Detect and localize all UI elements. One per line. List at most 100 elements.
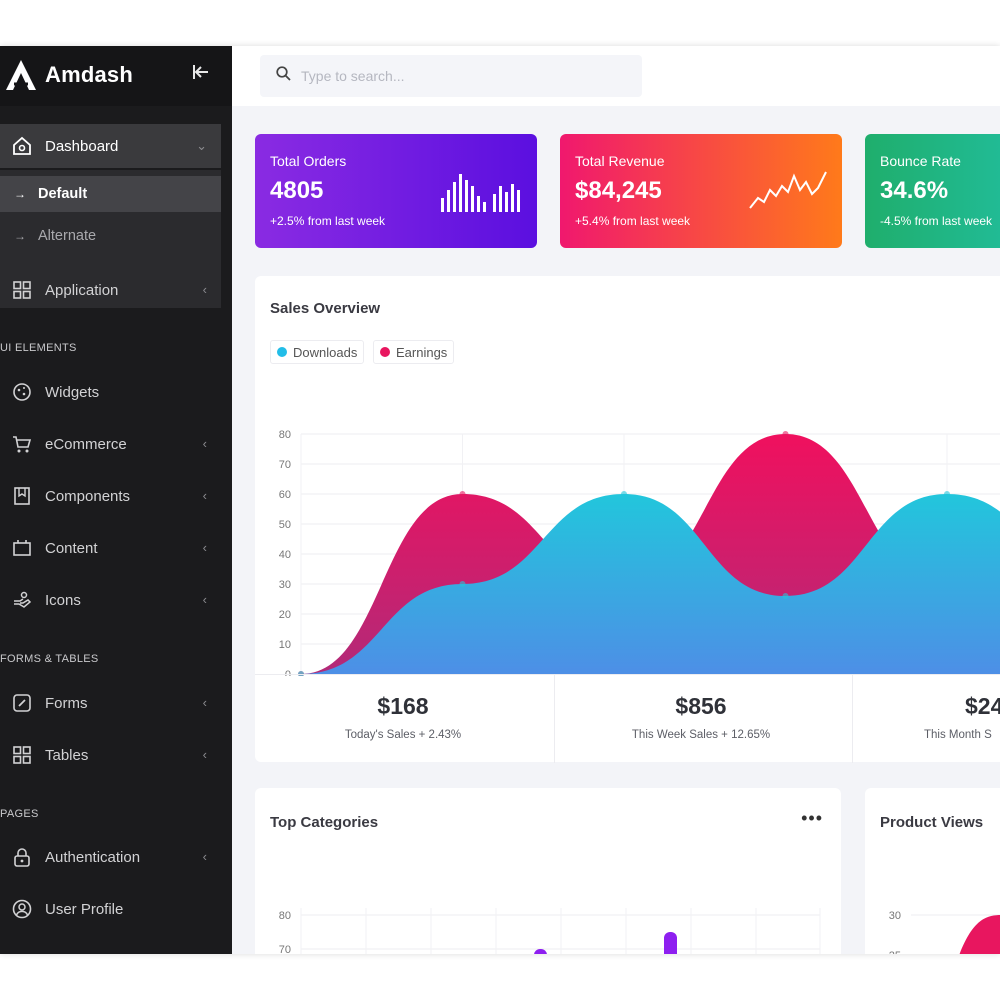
series-area-views — [959, 915, 1000, 954]
legend-dot — [380, 347, 390, 357]
sidebar-item-label: Forms — [45, 694, 88, 712]
stat-note: +5.4% from last week — [575, 214, 691, 228]
sidebar-item-widgets[interactable]: Widgets — [0, 370, 221, 414]
data-point-earnings — [782, 431, 789, 437]
section-label-pages: PAGES — [0, 808, 39, 820]
sidebar: Amdash Dashboard ⌄ → Default → Alternate — [0, 46, 232, 954]
sidebar-item-label: Components — [45, 487, 131, 505]
kpi-month-sales: $24 This Month S — [853, 675, 1000, 763]
top-bar — [232, 46, 1000, 106]
stat-card-total-orders: Total Orders 4805 +2.5% from last week — [255, 134, 537, 248]
sidebar-item-label: Application — [45, 281, 119, 299]
submenu-item-default[interactable]: → Default — [0, 176, 221, 212]
cart-icon — [0, 434, 45, 454]
edit-icon — [0, 693, 45, 713]
card-title: Product Views — [880, 814, 984, 831]
kpi-amount: $856 — [675, 693, 727, 719]
table-icon — [0, 745, 45, 765]
chevron-left-icon: ‹ — [202, 849, 207, 864]
y-tick-label: 30 — [889, 910, 901, 922]
legend-dot — [277, 347, 287, 357]
y-tick-label: 20 — [279, 609, 291, 621]
sparkline-bars-icon — [441, 174, 520, 212]
arrow-right-icon: → — [14, 187, 26, 201]
search-input[interactable] — [301, 68, 601, 84]
brand-name: Amdash — [45, 62, 133, 87]
stat-value: 34.6% — [880, 177, 949, 204]
chevron-left-icon: ‹ — [202, 540, 207, 555]
brand-bar: Amdash — [0, 46, 232, 106]
card-title: Top Categories — [270, 814, 379, 831]
content-icon — [0, 538, 45, 558]
sidebar-item-components[interactable]: Components ‹ — [0, 474, 221, 518]
stat-label: Total Revenue — [575, 153, 665, 169]
chevron-left-icon: ‹ — [202, 282, 207, 297]
chevron-left-icon: ‹ — [202, 436, 207, 451]
y-tick-label: 70 — [279, 944, 291, 954]
data-point-downloads — [944, 491, 950, 497]
data-point-downloads — [459, 581, 466, 587]
kpi-amount: $168 — [377, 693, 429, 719]
cookie-icon — [0, 382, 45, 402]
product-views-chart: 202530 — [889, 910, 1000, 954]
kpi-caption: This Week Sales + 12.65% — [631, 729, 771, 741]
a-logo-icon — [4, 58, 38, 97]
bar-purple — [534, 949, 547, 954]
stat-note: +2.5% from last week — [270, 214, 386, 228]
sidebar-item-label: Tables — [45, 746, 89, 764]
home-icon — [0, 136, 45, 156]
chevron-left-icon: ‹ — [202, 592, 207, 607]
chevron-down-icon: ⌄ — [196, 138, 207, 153]
user-icon — [0, 899, 45, 919]
kpi-caption: This Month S — [924, 729, 992, 741]
sidebar-item-ecommerce[interactable]: eCommerce ‹ — [0, 422, 221, 466]
y-tick-label: 40 — [279, 549, 291, 561]
y-tick-label: 0 — [285, 669, 291, 676]
submenu-item-alternate[interactable]: → Alternate — [0, 218, 221, 254]
collapse-left-icon[interactable] — [192, 64, 210, 85]
y-tick-label: 30 — [279, 579, 291, 591]
legend-label: Downloads — [293, 344, 358, 360]
data-point-earnings — [459, 491, 466, 497]
stat-card-total-revenue: Total Revenue $84,245 +5.4% from last we… — [560, 134, 842, 248]
sidebar-item-content[interactable]: Content ‹ — [0, 526, 221, 570]
sparkline-line-icon — [749, 171, 827, 209]
lock-icon — [0, 847, 45, 867]
dashboard-submenu: → Default → Alternate — [0, 170, 221, 308]
section-label-ui-elements: UI ELEMENTS — [0, 342, 77, 354]
legend-earnings[interactable]: Earnings — [373, 340, 455, 364]
y-tick-label: 60 — [279, 489, 291, 501]
y-tick-label: 80 — [279, 429, 291, 441]
bookmark-icon — [0, 486, 45, 506]
kpi-caption: Today's Sales + 2.43% — [344, 729, 462, 741]
sidebar-item-tables[interactable]: Tables ‹ — [0, 733, 221, 777]
sidebar-item-application[interactable]: Application ‹ — [0, 268, 221, 312]
sidebar-item-dashboard[interactable]: Dashboard ⌄ — [0, 124, 221, 168]
sidebar-item-label: eCommerce — [45, 435, 127, 453]
sidebar-item-forms[interactable]: Forms ‹ — [0, 681, 221, 725]
kpi-today-sales: $168 Today's Sales + 2.43% — [255, 675, 555, 763]
top-categories-card: Top Categories ••• 60 70 80 — [255, 788, 841, 954]
stat-value: 4805 — [270, 177, 324, 204]
chevron-left-icon: ‹ — [202, 488, 207, 503]
kpi-week-sales: $856 This Week Sales + 12.65% — [553, 675, 853, 763]
app-window: Amdash Dashboard ⌄ → Default → Alternate — [0, 46, 1000, 954]
y-tick-label: 10 — [279, 639, 291, 651]
sidebar-item-user-profile[interactable]: User Profile — [0, 887, 221, 931]
sidebar-item-label: Icons — [45, 591, 81, 609]
product-views-card: Product Views 202530 — [865, 788, 1000, 954]
more-options-icon[interactable]: ••• — [801, 808, 823, 828]
series-area-downloads — [301, 494, 1000, 674]
y-tick-label: 25 — [889, 950, 901, 954]
legend-label: Earnings — [396, 344, 448, 360]
sidebar-item-label: Widgets — [45, 383, 100, 401]
legend-downloads[interactable]: Downloads — [270, 340, 365, 364]
stat-label: Bounce Rate — [880, 153, 961, 169]
sales-kpi-row: $168 Today's Sales + 2.43% $856 This Wee… — [255, 674, 1000, 763]
sidebar-item-authentication[interactable]: Authentication ‹ — [0, 835, 221, 879]
y-tick-label: 80 — [279, 910, 291, 922]
search-icon — [276, 66, 291, 86]
sidebar-item-icons[interactable]: Icons ‹ — [0, 578, 221, 622]
chevron-left-icon: ‹ — [202, 695, 207, 710]
y-tick-label: 50 — [279, 519, 291, 531]
